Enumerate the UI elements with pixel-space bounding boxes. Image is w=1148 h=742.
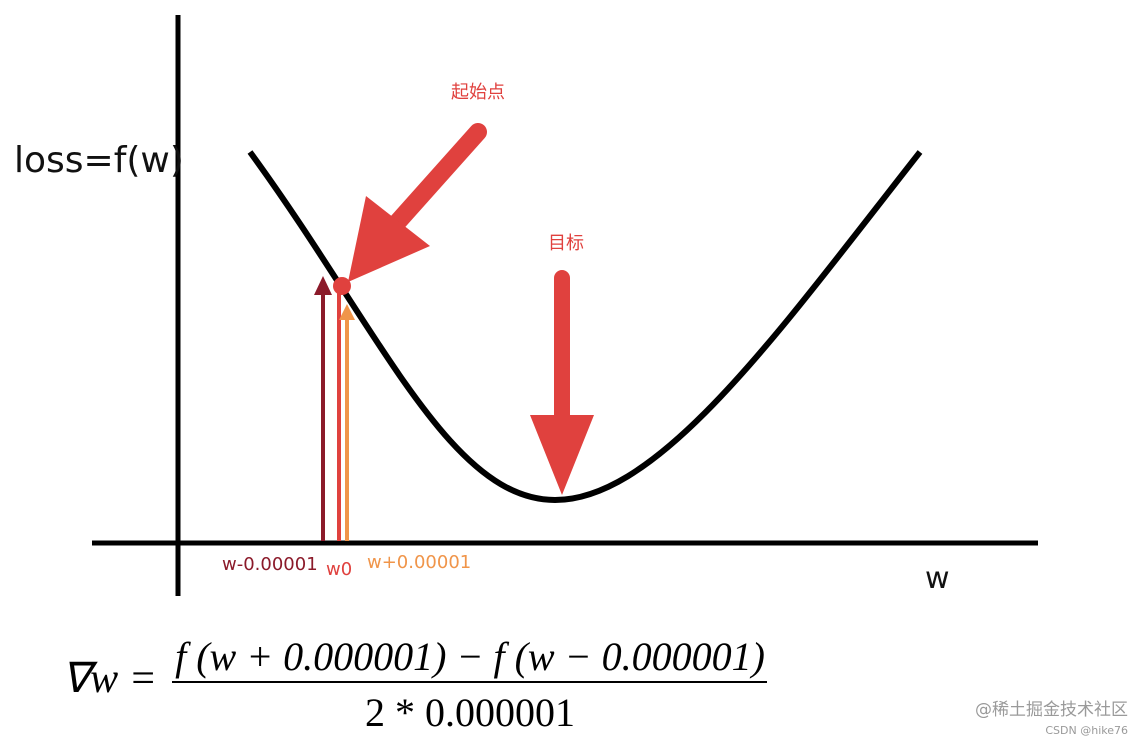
watermark: @稀土掘金技术社区 <box>975 700 1128 720</box>
arrow-head <box>348 196 430 282</box>
start-label: 起始点 <box>451 82 505 103</box>
plus-label: w+0.00001 <box>367 552 471 573</box>
x-label: w <box>925 561 950 596</box>
arrow-head <box>339 304 355 320</box>
watermark-author: CSDN @hike76 <box>1045 724 1128 737</box>
minus-label: w-0.00001 <box>222 554 318 575</box>
start-arrow <box>386 123 487 234</box>
target-label: 目标 <box>548 233 584 254</box>
start-point <box>333 277 351 295</box>
formula-lhs: ∇w = <box>62 656 157 702</box>
formula-denominator: 2 * 0.000001 <box>365 690 575 735</box>
formula-numerator: f (w + 0.000001) − f (w − 0.000001) <box>175 634 765 679</box>
loss-curve <box>247 150 923 504</box>
y-label: loss=f(w) <box>14 140 184 181</box>
center-label: w0 <box>326 559 352 580</box>
arrow-head <box>314 276 332 295</box>
arrow-head <box>530 415 594 495</box>
